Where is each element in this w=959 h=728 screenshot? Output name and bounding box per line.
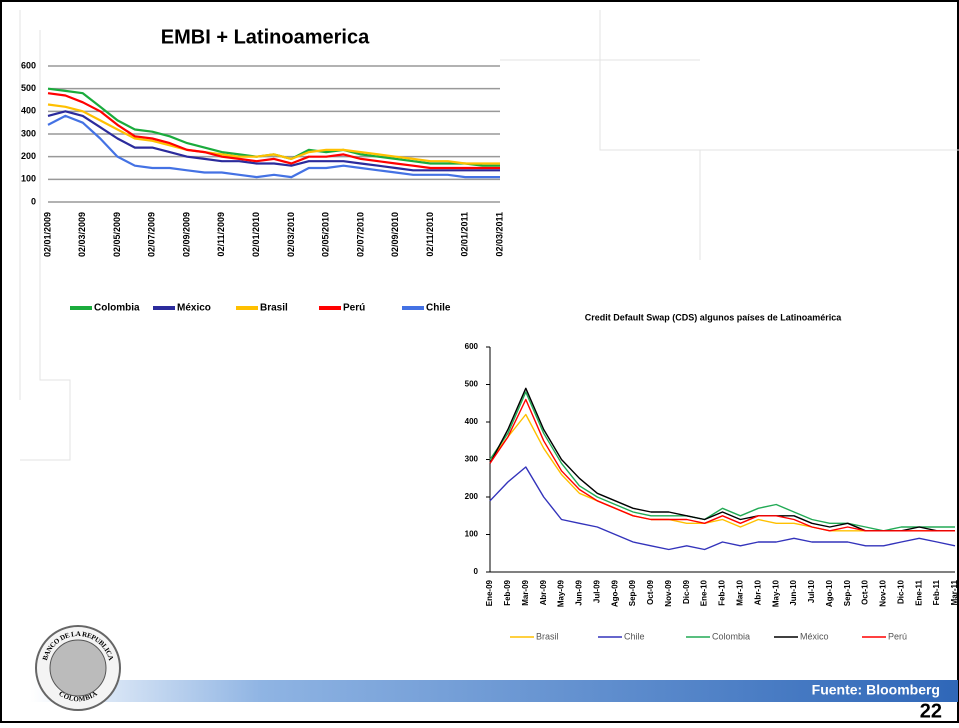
y-tick-label: 600 (21, 60, 36, 70)
x-tick-label: Oct-09 (646, 579, 655, 604)
x-tick-label: Sep-10 (843, 579, 852, 606)
y-tick-label: 100 (465, 530, 479, 539)
x-tick-label: Dic-10 (896, 579, 905, 604)
x-tick-label: 02/07/2010 (355, 212, 365, 257)
x-tick-label: Feb-10 (718, 579, 727, 605)
x-tick-label: Feb-11 (932, 579, 941, 605)
y-tick-label: 200 (465, 492, 479, 501)
chart-title: EMBI + Latinoamerica (161, 26, 370, 48)
legend-label: Colombia (94, 303, 140, 314)
y-tick-label: 300 (465, 455, 479, 464)
x-tick-label: Ago-09 (610, 579, 619, 607)
x-tick-label: 02/01/2010 (251, 212, 261, 257)
series-line (489, 398, 955, 532)
x-tick-label: Abr-10 (753, 579, 762, 605)
series-line (47, 92, 500, 170)
x-tick-label: Dic-09 (682, 579, 691, 604)
x-tick-label: 02/03/2009 (77, 212, 87, 257)
legend-label: México (800, 631, 829, 641)
x-tick-label: Ene-09 (485, 579, 494, 606)
y-tick-label: 400 (21, 106, 36, 116)
logo: BANCO DE LA REPUBLICA COLOMBIA (35, 625, 121, 711)
x-tick-label: Feb-09 (503, 579, 512, 605)
y-tick-label: 0 (31, 196, 36, 206)
x-tick-label: Jul-09 (592, 579, 601, 603)
page-number: 22 (920, 700, 942, 722)
series-line (47, 114, 500, 179)
legend-label: Colombia (712, 631, 750, 641)
x-tick-label: 02/01/2009 (42, 212, 52, 257)
series-line (489, 466, 956, 551)
x-tick-label: Jul-10 (807, 579, 816, 603)
x-tick-label: 02/05/2009 (112, 212, 122, 257)
x-tick-label: Ago-10 (825, 579, 834, 607)
x-tick-label: Nov-10 (879, 579, 888, 606)
x-tick-label: Sep-09 (628, 579, 637, 606)
x-tick-label: 02/09/2009 (181, 212, 191, 257)
x-tick-label: Mar-10 (735, 579, 744, 605)
background-lines (19, 10, 959, 461)
x-tick-label: Abr-09 (539, 579, 548, 605)
legend-label: México (177, 303, 211, 314)
x-tick-label: Mar-09 (521, 579, 530, 605)
x-tick-label: 02/01/2011 (460, 212, 470, 257)
legend-label: Brasil (536, 631, 559, 641)
legend-label: Chile (426, 303, 451, 314)
x-tick-label: Jun-10 (789, 579, 798, 605)
x-tick-label: 02/03/2010 (286, 212, 296, 257)
x-tick-label: 02/03/2011 (494, 212, 504, 257)
x-tick-label: Oct-10 (861, 579, 870, 604)
x-tick-label: Nov-09 (664, 579, 673, 606)
x-tick-label: Ene-11 (914, 579, 923, 605)
y-tick-label: 200 (21, 151, 36, 161)
x-tick-label: 02/09/2010 (390, 212, 400, 257)
x-tick-label: Jun-09 (575, 579, 584, 605)
legend-label: Brasil (260, 303, 288, 314)
y-tick-label: 600 (465, 342, 479, 351)
x-tick-label: 02/11/2009 (216, 212, 226, 257)
x-tick-label: 02/11/2010 (425, 212, 435, 257)
x-tick-label: 02/05/2010 (321, 212, 331, 257)
series-line (47, 103, 500, 165)
source: Fuente: Bloomberg (812, 682, 940, 698)
y-tick-label: 100 (21, 174, 36, 184)
chart-title: Credit Default Swap (CDS) algunos países… (585, 312, 843, 322)
legend-label: Chile (624, 631, 645, 641)
y-tick-label: 500 (21, 83, 36, 93)
x-tick-label: May-10 (771, 579, 780, 607)
legend-label: Perú (888, 631, 907, 641)
x-tick-label: Mar-11 (950, 579, 959, 605)
y-tick-label: 300 (21, 128, 36, 138)
y-tick-label: 500 (465, 380, 479, 389)
y-tick-label: 400 (465, 417, 479, 426)
x-tick-label: 02/07/2009 (147, 212, 157, 257)
y-tick-label: 0 (474, 567, 479, 576)
legend-label: Perú (343, 303, 365, 314)
footer-bar (30, 680, 958, 702)
series-line (489, 391, 955, 532)
series-line (47, 110, 500, 172)
x-tick-label: May-09 (557, 579, 566, 607)
x-tick-label: Ene-10 (700, 579, 709, 606)
